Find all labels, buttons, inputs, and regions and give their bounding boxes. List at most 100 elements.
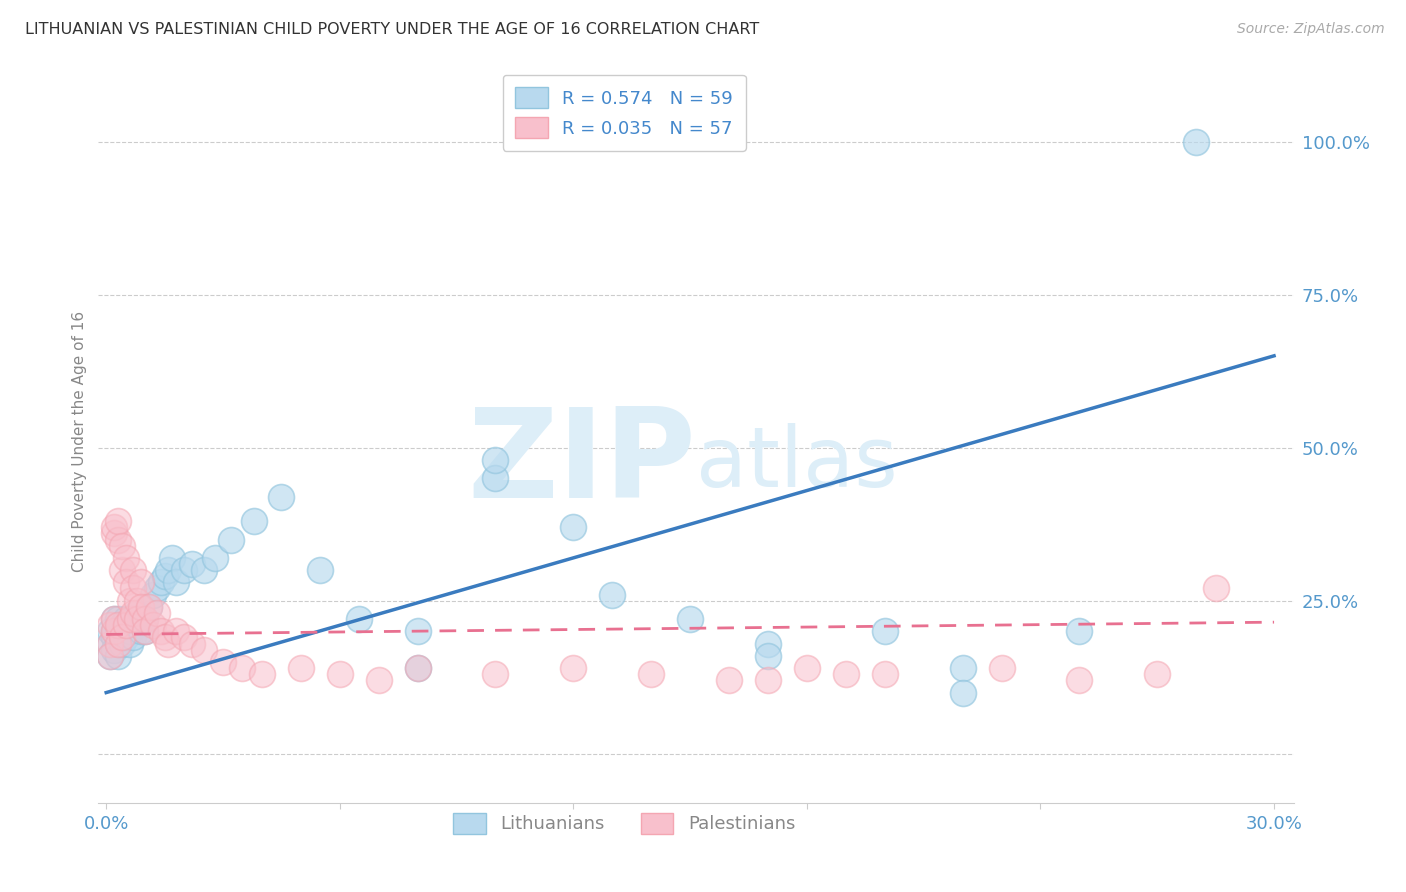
Point — [193, 642, 215, 657]
Point — [134, 624, 156, 639]
Point — [204, 550, 226, 565]
Point — [111, 563, 134, 577]
Point — [952, 661, 974, 675]
Point — [1185, 135, 1208, 149]
Point — [219, 533, 242, 547]
Point — [122, 563, 145, 577]
Point — [484, 471, 506, 485]
Point — [173, 563, 195, 577]
Point — [118, 624, 141, 639]
Point — [149, 624, 172, 639]
Point — [118, 593, 141, 607]
Point — [103, 631, 125, 645]
Point — [103, 612, 125, 626]
Point — [146, 606, 169, 620]
Point — [157, 563, 180, 577]
Point — [134, 624, 156, 639]
Point — [562, 661, 585, 675]
Point — [129, 624, 152, 639]
Point — [243, 514, 266, 528]
Point — [484, 453, 506, 467]
Point — [406, 661, 429, 675]
Point — [329, 667, 352, 681]
Point — [679, 612, 702, 626]
Point — [107, 637, 129, 651]
Point — [149, 575, 172, 590]
Point — [349, 612, 371, 626]
Point — [406, 661, 429, 675]
Point — [640, 667, 662, 681]
Point — [127, 606, 149, 620]
Point — [98, 637, 121, 651]
Point — [134, 612, 156, 626]
Point — [118, 618, 141, 632]
Point — [990, 661, 1012, 675]
Point — [103, 612, 125, 626]
Point — [122, 631, 145, 645]
Point — [103, 624, 125, 639]
Point — [114, 631, 136, 645]
Point — [111, 631, 134, 645]
Point — [107, 612, 129, 626]
Point — [134, 612, 156, 626]
Point — [111, 631, 134, 645]
Point — [484, 667, 506, 681]
Point — [98, 637, 121, 651]
Point — [367, 673, 389, 688]
Text: Source: ZipAtlas.com: Source: ZipAtlas.com — [1237, 22, 1385, 37]
Point — [1146, 667, 1168, 681]
Point — [129, 575, 152, 590]
Point — [162, 550, 184, 565]
Point — [127, 593, 149, 607]
Point — [756, 648, 779, 663]
Point — [111, 539, 134, 553]
Point — [873, 667, 896, 681]
Point — [129, 599, 152, 614]
Point — [98, 624, 121, 639]
Point — [122, 606, 145, 620]
Point — [270, 490, 292, 504]
Point — [231, 661, 253, 675]
Point — [146, 582, 169, 596]
Point — [127, 612, 149, 626]
Point — [114, 618, 136, 632]
Point — [1205, 582, 1227, 596]
Point — [103, 624, 125, 639]
Point — [142, 618, 165, 632]
Point — [756, 673, 779, 688]
Point — [114, 624, 136, 639]
Point — [114, 550, 136, 565]
Point — [250, 667, 273, 681]
Point — [180, 557, 202, 571]
Point — [290, 661, 312, 675]
Point — [600, 588, 623, 602]
Point — [103, 520, 125, 534]
Point — [173, 631, 195, 645]
Point — [129, 612, 152, 626]
Point — [107, 624, 129, 639]
Point — [193, 563, 215, 577]
Point — [873, 624, 896, 639]
Point — [98, 618, 121, 632]
Point — [718, 673, 741, 688]
Point — [122, 612, 145, 626]
Point — [107, 514, 129, 528]
Point — [107, 648, 129, 663]
Text: LITHUANIAN VS PALESTINIAN CHILD POVERTY UNDER THE AGE OF 16 CORRELATION CHART: LITHUANIAN VS PALESTINIAN CHILD POVERTY … — [25, 22, 759, 37]
Text: atlas: atlas — [696, 423, 897, 504]
Point — [309, 563, 332, 577]
Point — [1069, 624, 1091, 639]
Point — [107, 637, 129, 651]
Point — [127, 618, 149, 632]
Point — [406, 624, 429, 639]
Point — [107, 618, 129, 632]
Point — [111, 637, 134, 651]
Point — [118, 637, 141, 651]
Text: ZIP: ZIP — [467, 402, 696, 524]
Point — [122, 582, 145, 596]
Point — [98, 648, 121, 663]
Point — [114, 575, 136, 590]
Point — [103, 526, 125, 541]
Point — [756, 637, 779, 651]
Point — [103, 642, 125, 657]
